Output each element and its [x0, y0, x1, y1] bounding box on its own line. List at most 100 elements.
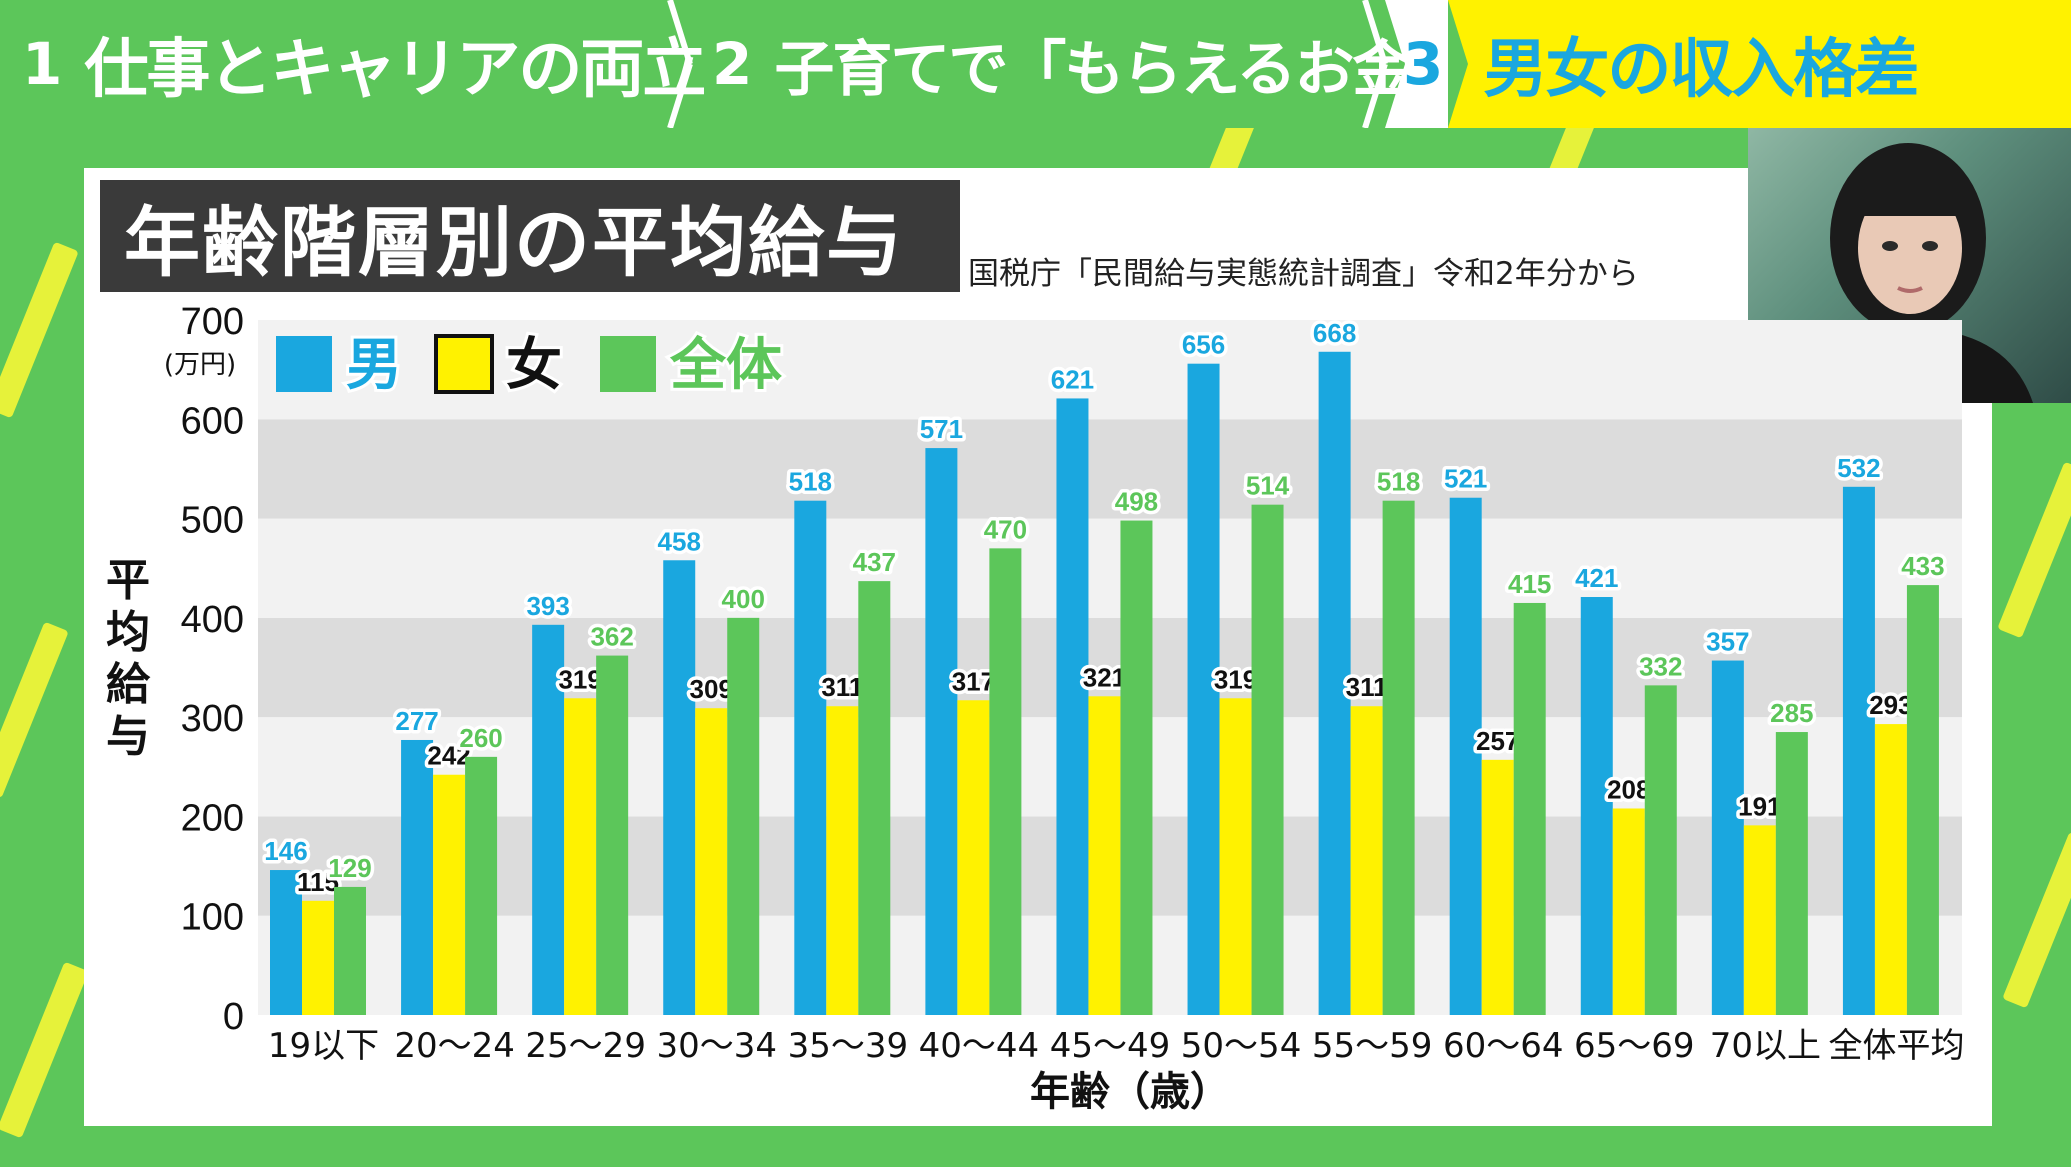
- bar-female: [957, 700, 990, 1015]
- legend-swatch-male: [276, 336, 332, 392]
- bar-female: [433, 774, 466, 1015]
- data-label: 437: [853, 547, 896, 577]
- x-tick-label: 19以下: [268, 1026, 379, 1066]
- data-label: 400: [722, 584, 765, 614]
- data-label: 260: [459, 723, 502, 753]
- bar-female: [695, 708, 728, 1015]
- data-label: 470: [984, 514, 1027, 544]
- data-label: 668: [1313, 318, 1356, 348]
- data-label: 146: [264, 836, 307, 866]
- y-tick-label: 0: [223, 996, 244, 1038]
- bar-all: [596, 655, 629, 1015]
- x-tick-label: 35～39: [788, 1026, 909, 1066]
- x-tick-label: 55～59: [1312, 1026, 1433, 1066]
- x-tick-label: 50～54: [1181, 1026, 1302, 1066]
- data-label: 514: [1246, 471, 1290, 501]
- bar-all: [1513, 602, 1546, 1015]
- bar-male: [1842, 486, 1875, 1015]
- data-label: 191: [1738, 791, 1781, 821]
- bar-female: [1743, 825, 1776, 1015]
- bar-male: [1711, 660, 1744, 1015]
- data-label: 393: [526, 591, 569, 621]
- bar-male: [663, 560, 696, 1015]
- tab-label: 男女の収入格差: [1483, 33, 1919, 107]
- bar-all: [1251, 504, 1284, 1015]
- data-label: 521: [1444, 464, 1487, 494]
- tab-number: 3: [1403, 30, 1444, 98]
- tab-childcare-money[interactable]: 2 子育てで「もらえるお金」: [690, 0, 1471, 128]
- data-label: 621: [1051, 364, 1094, 394]
- data-label: 242: [427, 741, 470, 771]
- bar-female: [826, 706, 859, 1015]
- y-axis-label-char: 与: [106, 711, 150, 762]
- data-label: 415: [1508, 569, 1551, 599]
- bar-female: [1350, 706, 1383, 1015]
- topic-tab-bar: 1 仕事とキャリアの両立 2 子育てで「もらえるお金」 3 男女の収入格差: [0, 0, 2071, 128]
- bar-all: [1382, 500, 1415, 1015]
- bar-all: [465, 756, 498, 1015]
- chart-title-box: 年齢階層別の平均給与: [100, 180, 960, 292]
- y-tick-label: 500: [181, 500, 244, 542]
- x-tick-label: 25～29: [525, 1026, 646, 1066]
- data-label: 208: [1607, 774, 1650, 804]
- data-label: 532: [1837, 453, 1880, 483]
- source-note: 国税庁「民間給与実態統計調査」令和2年分から: [968, 256, 1639, 292]
- data-label: 319: [558, 664, 601, 694]
- bar-male: [1580, 597, 1613, 1015]
- data-label: 571: [920, 414, 963, 444]
- grid-band: [258, 419, 1962, 519]
- data-label: 285: [1770, 698, 1813, 728]
- bar-all: [1120, 520, 1153, 1015]
- tab-number: 2: [712, 30, 753, 98]
- data-label: 321: [1083, 662, 1126, 692]
- y-tick-label: 200: [181, 797, 244, 839]
- bar-male: [1187, 363, 1220, 1016]
- tab-number: 1: [22, 30, 63, 98]
- data-label: 311: [1346, 672, 1388, 702]
- x-tick-label: 20～24: [394, 1026, 515, 1066]
- y-axis-label-char: 給: [106, 659, 151, 710]
- bar-male: [1449, 497, 1482, 1015]
- data-label: 332: [1639, 651, 1682, 681]
- x-tick-label: 70以上: [1710, 1026, 1821, 1066]
- y-tick-label: 400: [181, 599, 244, 641]
- legend-label: 女: [506, 333, 562, 398]
- y-tick-label: 300: [181, 698, 244, 740]
- bar-all: [989, 548, 1022, 1015]
- data-label: 293: [1869, 690, 1912, 720]
- data-label: 421: [1575, 563, 1618, 593]
- bar-male: [401, 739, 434, 1015]
- bar-all: [334, 886, 366, 1015]
- x-tick-label: 全体平均: [1828, 1026, 1964, 1066]
- bar-male: [532, 624, 565, 1015]
- y-tick-label: 600: [181, 400, 244, 442]
- chart-title: 年齢階層別の平均給与: [124, 198, 904, 287]
- data-label: 311: [821, 672, 863, 702]
- data-label: 309: [690, 674, 733, 704]
- bar-male: [270, 870, 302, 1015]
- y-axis-label-char: 均: [106, 607, 150, 658]
- bar-male: [1318, 351, 1351, 1015]
- legend-label: 全体: [669, 333, 782, 398]
- legend-swatch-female: [434, 334, 494, 394]
- x-tick-label: 65～69: [1574, 1026, 1695, 1066]
- tab-gender-income-gap[interactable]: 3 男女の収入格差: [1385, 0, 2071, 128]
- bar-male: [925, 448, 958, 1015]
- data-label: 518: [789, 467, 832, 497]
- data-label: 458: [658, 526, 701, 556]
- bar-female: [302, 900, 334, 1015]
- bar-female: [1874, 724, 1907, 1015]
- grid-band: [258, 518, 1962, 618]
- bar-female: [1612, 808, 1645, 1015]
- bar-all: [1644, 685, 1677, 1015]
- x-tick-label: 60～64: [1443, 1026, 1564, 1066]
- x-tick-label: 40～44: [919, 1026, 1040, 1066]
- data-label: 319: [1214, 664, 1257, 694]
- legend-swatch-all: [600, 336, 656, 392]
- bar-female: [1481, 759, 1514, 1015]
- tab-label: 仕事とキャリアの両立: [84, 33, 706, 107]
- grid-band: [258, 320, 1962, 420]
- tab-work-career[interactable]: 1 仕事とキャリアの両立: [0, 0, 706, 128]
- tab-label: 子育てで「もらえるお金」: [774, 34, 1470, 105]
